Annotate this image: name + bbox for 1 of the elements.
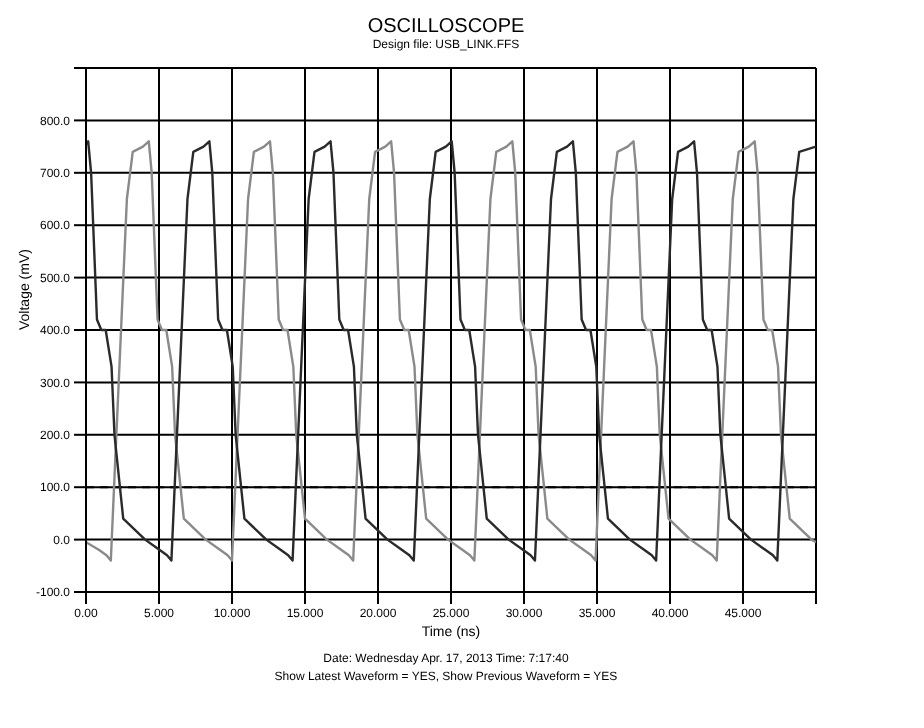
chart-title: OSCILLOSCOPE <box>365 16 527 38</box>
